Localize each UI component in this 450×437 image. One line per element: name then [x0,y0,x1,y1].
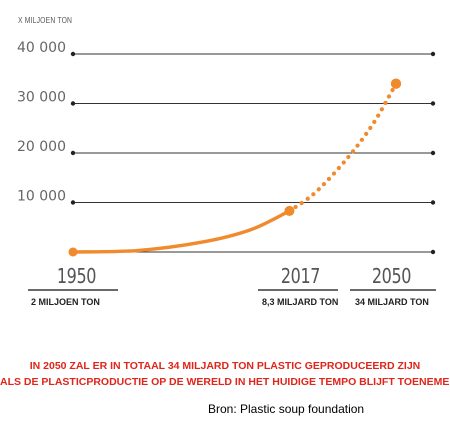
y-tick-layer: 40 000 30 000 20 000 10 000 [17,40,66,205]
y-tick-label: 10 000 [17,189,66,205]
marker-layer [68,78,402,257]
x-label-2050: 2050 [371,264,412,288]
grid-dot-right [430,150,436,156]
x-sublabel-2050: 34 MILJARD TON [355,297,429,307]
y-tick-label: 20 000 [17,139,66,155]
x-sublabel-2017: 8,3 MILJARD TON [262,297,339,307]
series-line-projection [287,81,399,214]
grid-dot-right [430,51,436,57]
grid-dot-right [430,101,436,106]
grid-dot-left [70,200,76,205]
y-tick-label: 40 000 [17,40,66,56]
grid-dot-left [70,150,76,156]
unit-label: X MILJOEN TON [18,16,73,25]
series-line-historic [71,209,292,254]
grid-dot-left [70,101,76,106]
grid-dot-right [430,249,436,255]
note-line-2: ALS DE PLASTICPRODUCTIE OP DE WERELD IN … [0,376,450,388]
note-line-1: IN 2050 ZAL ER IN TOTAAL 34 MILJARD TON … [29,360,421,372]
marker-1950 [68,247,78,257]
grid-dot-left [70,51,76,57]
x-sublabel-1950: 2 MILJOEN TON [31,297,100,307]
source-label: Bron: Plastic soup foundation [208,402,365,416]
series-layer [71,81,399,254]
x-label-2017: 2017 [280,264,321,288]
x-label-1950: 1950 [56,264,97,288]
marker-2050 [390,78,402,89]
grid-dot-right [430,200,436,205]
y-tick-label: 30 000 [17,90,66,106]
grid-layer [70,51,436,255]
marker-2017 [284,205,295,216]
